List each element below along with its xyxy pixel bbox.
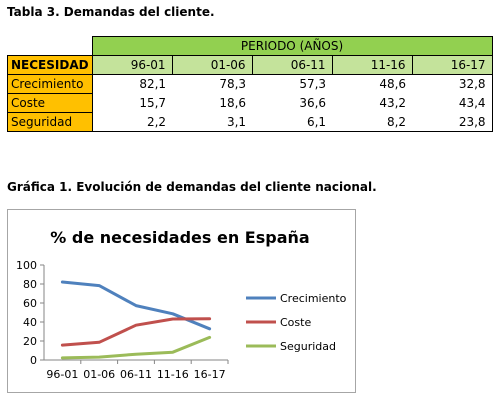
year-header: 06-11: [251, 55, 333, 75]
chart-frame: % de necesidades en España 0 20 40 60 80 100 9…: [7, 209, 356, 393]
x-tick-label: 06-11: [120, 368, 152, 381]
y-tick-label: 40: [23, 316, 37, 329]
need-header: NECESIDAD: [7, 55, 93, 75]
table-row: Coste 15,7 18,6 36,6 43,2 43,4: [7, 93, 493, 113]
table-cell: 2,2: [92, 112, 173, 132]
year-header-row: NECESIDAD 96-01 01-06 06-11 11-16 16-17: [7, 55, 493, 75]
table-cell: 78,3: [219, 77, 247, 92]
empty-corner: [7, 36, 93, 56]
y-tick-label: 20: [23, 335, 37, 348]
line-chart: % de necesidades en España 0 20 40 60 80 100 9…: [16, 228, 347, 381]
table-cell: 8,2: [332, 112, 413, 132]
table-cell: 48,6: [379, 77, 407, 92]
series-line-coste: [60, 317, 212, 347]
y-tick-label: 0: [30, 354, 37, 367]
legend-label: Seguridad: [280, 340, 336, 353]
y-tick-label: 100: [16, 259, 37, 272]
table-cell: 6,1: [252, 112, 333, 132]
x-tick-label: 01-06: [83, 368, 115, 381]
series-line-seguridad: [60, 335, 212, 360]
x-tick-label: 11-16: [157, 368, 189, 381]
table-cell: 43,4: [412, 93, 493, 113]
chart-series: [60, 280, 212, 360]
period-header-row: PERIODO (AÑOS): [7, 36, 493, 56]
table-cell: 3,1: [172, 112, 253, 132]
chart-title: % de necesidades en España: [50, 228, 309, 247]
legend-label: Crecimiento: [280, 292, 347, 305]
table-cell: 18,6: [219, 96, 247, 110]
table-caption: Tabla 3. Demandas del cliente.: [7, 5, 215, 19]
row-label: Seguridad: [7, 112, 93, 132]
demand-table: PERIODO (AÑOS) NECESIDAD 96-01 01-06 06-…: [7, 36, 493, 132]
year-header: 96-01: [91, 55, 173, 75]
table-cell: 23,8: [412, 112, 493, 132]
x-tick-label: 96-01: [46, 368, 78, 381]
table-cell: 43,2: [379, 96, 407, 110]
chart-caption: Gráfica 1. Evolución de demandas del cli…: [7, 180, 377, 194]
year-header: 16-17: [411, 55, 493, 75]
table-cell: 32,8: [412, 74, 493, 94]
period-header: PERIODO (AÑOS): [91, 36, 493, 56]
year-header: 11-16: [331, 55, 413, 75]
y-tick-label: 60: [23, 297, 37, 310]
chart-legend: Crecimiento Coste Seguridad: [246, 292, 347, 353]
table-row: Seguridad 2,2 3,1 6,1 8,2 23,8: [7, 112, 493, 132]
table-cell: 36,6: [299, 96, 327, 110]
table-row: Crecimiento 82,1 78,3 57,3 48,6 32,8: [7, 74, 493, 94]
year-header: 01-06: [171, 55, 253, 75]
series-line-crecimiento: [60, 280, 212, 331]
x-tick-label: 16-17: [194, 368, 226, 381]
chart-axes: 0 20 40 60 80 100 96-01 01-06 06-11 11-16 16-17: [16, 259, 229, 381]
table-cell: 82,1: [139, 77, 167, 92]
legend-label: Coste: [280, 316, 311, 329]
row-label: Crecimiento: [7, 74, 93, 94]
table-cell: 15,7: [139, 96, 167, 110]
y-tick-label: 80: [23, 278, 37, 291]
table-cell: 57,3: [299, 77, 327, 92]
row-label: Coste: [7, 93, 93, 113]
